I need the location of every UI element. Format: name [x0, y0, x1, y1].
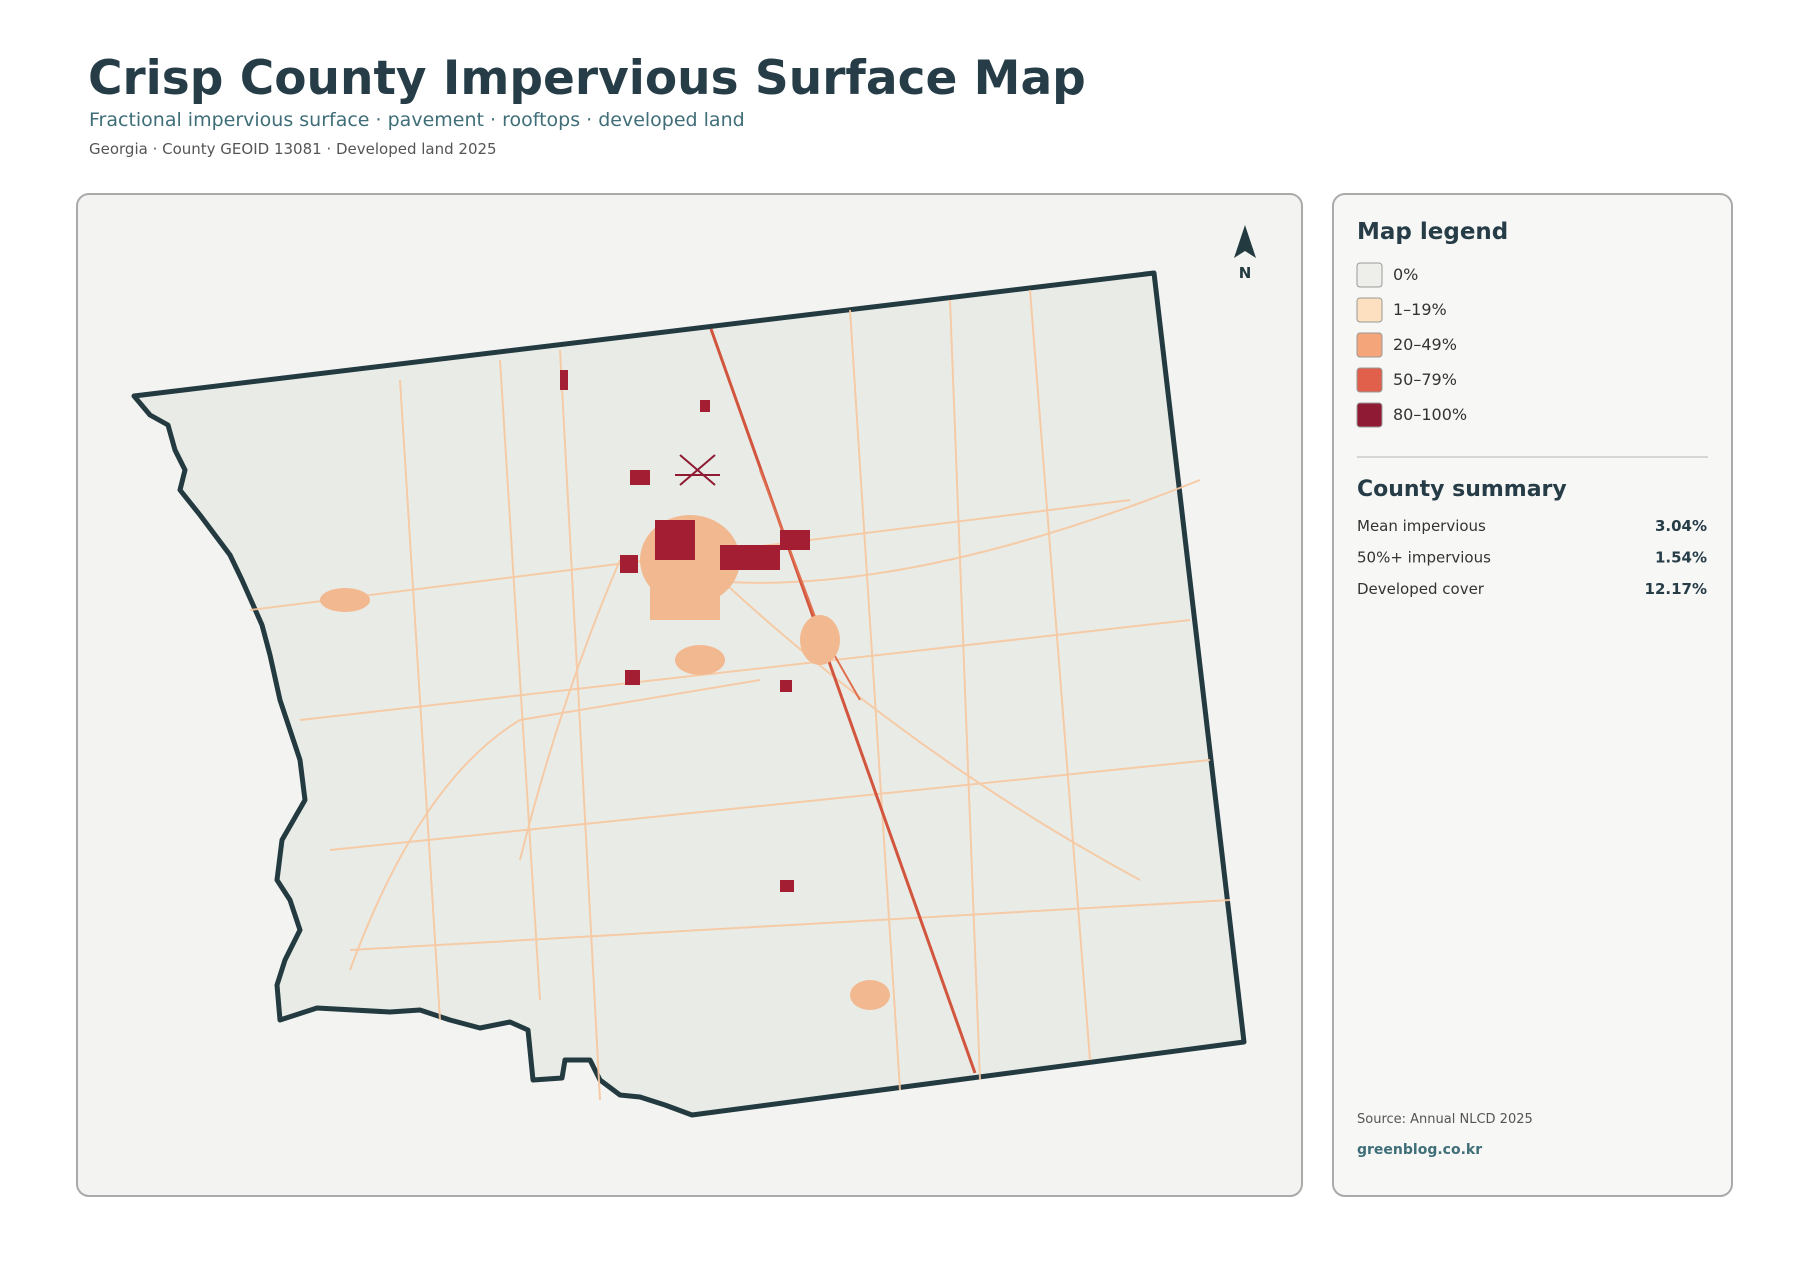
legend-label: 0%	[1393, 265, 1418, 284]
source: Source: Annual NLCD 2025	[1357, 1112, 1533, 1127]
subtitle: Fractional impervious surface · pavement…	[89, 109, 745, 131]
legend-title: Map legend	[1357, 219, 1508, 245]
legend-label: 80–100%	[1393, 405, 1467, 424]
legend-swatch	[1356, 262, 1383, 288]
summary-label: Mean impervious	[1357, 517, 1486, 535]
title: Crisp County Impervious Surface Map	[88, 51, 1086, 106]
legend-swatch	[1356, 332, 1383, 358]
summary-label: 50%+ impervious	[1357, 549, 1491, 567]
summary-label: Developed cover	[1357, 580, 1485, 598]
legend-label: 1–19%	[1393, 300, 1447, 319]
summary-title: County summary	[1357, 477, 1567, 502]
summary-value: 12.17%	[1645, 580, 1707, 598]
legend-label: 50–79%	[1393, 370, 1457, 389]
county-map: N	[131, 225, 1256, 1118]
legend-swatch	[1356, 297, 1383, 323]
legend-swatch	[1356, 402, 1383, 428]
legend: 0% 1–19% 20–49% 50–79% 80–100%	[1356, 262, 1467, 428]
summary: Mean impervious 3.04% 50%+ impervious 1.54%…	[1357, 517, 1707, 598]
legend-swatch	[1356, 367, 1383, 393]
summary-value: 3.04%	[1655, 517, 1707, 535]
legend-label: 20–49%	[1393, 335, 1457, 354]
side-panel	[1332, 193, 1733, 1197]
north-label: N	[1239, 264, 1252, 282]
meta: Georgia · County GEOID 13081 · Developed…	[89, 140, 497, 158]
site: greenblog.co.kr	[1357, 1142, 1482, 1158]
summary-value: 1.54%	[1655, 549, 1707, 567]
